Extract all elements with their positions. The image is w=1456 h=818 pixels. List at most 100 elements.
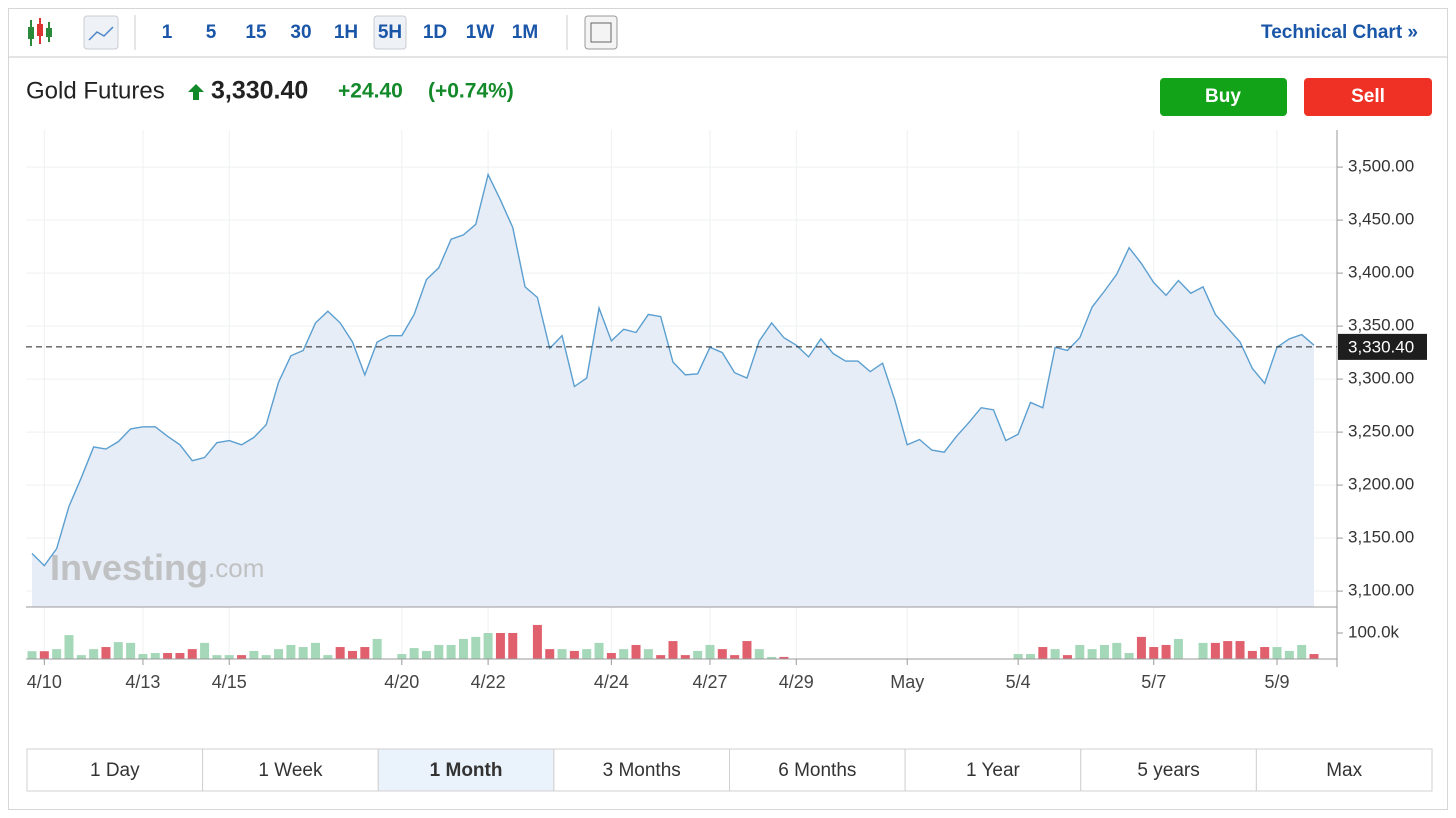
price-area xyxy=(32,174,1314,607)
range-button[interactable] xyxy=(377,748,555,792)
volume-bar xyxy=(606,653,616,659)
volume-bar xyxy=(163,653,173,659)
watermark: Investing.com xyxy=(50,547,264,588)
volume-bar xyxy=(224,655,234,659)
current-price-box xyxy=(1338,333,1427,360)
volume-bar xyxy=(1124,653,1134,659)
widget xyxy=(8,8,1448,810)
x-tick-label: 4/15 xyxy=(212,672,247,692)
up-arrow xyxy=(188,84,204,100)
range-button[interactable] xyxy=(1080,748,1257,792)
volume-bar xyxy=(1050,649,1060,659)
volume-bar xyxy=(1149,647,1159,659)
interval-selected[interactable] xyxy=(373,15,407,50)
x-tick-label: 4/22 xyxy=(471,672,506,692)
volume-bar xyxy=(1309,654,1319,659)
volume-bar xyxy=(730,655,740,659)
range-label[interactable]: 5 years xyxy=(1137,760,1199,781)
volume-bar xyxy=(1099,644,1109,659)
volume-bar xyxy=(594,642,604,659)
y-tick-label: 3,250.00 xyxy=(1348,422,1414,441)
volume-bar xyxy=(668,641,678,659)
price-change: +24.40 xyxy=(338,80,403,103)
volume-bar xyxy=(76,655,86,659)
price-change-percent: (+0.74%) xyxy=(428,80,514,103)
volume-bar xyxy=(643,649,653,659)
volume-bar xyxy=(434,644,444,659)
x-tick-label: 4/29 xyxy=(779,672,814,692)
volume-bar xyxy=(286,644,296,659)
x-tick-label: 4/10 xyxy=(27,672,62,692)
volume-bar xyxy=(483,633,493,659)
y-tick-label: 3,300.00 xyxy=(1348,369,1414,388)
volume-bar xyxy=(1025,654,1035,659)
volume-bar xyxy=(1173,638,1183,659)
interval-button[interactable]: 30 xyxy=(290,22,311,43)
volume-bar xyxy=(1247,650,1257,659)
volume-tick-label: 100.0k xyxy=(1348,622,1400,641)
y-tick-label: 3,100.00 xyxy=(1348,581,1414,600)
layout-icon[interactable] xyxy=(584,15,618,50)
current-price-label: 3,330.40 xyxy=(1348,337,1414,356)
buy-label[interactable]: Buy xyxy=(1205,86,1241,107)
interval-button[interactable]: 1W xyxy=(466,22,495,43)
volume-bar xyxy=(693,650,703,659)
volume-bar xyxy=(508,633,518,659)
volume-bar xyxy=(1112,642,1122,659)
interval-button[interactable]: 1D xyxy=(423,22,447,43)
instrument-name: Gold Futures xyxy=(26,77,165,104)
interval-button[interactable]: 15 xyxy=(245,22,267,43)
interval-button[interactable]: 1M xyxy=(512,22,538,43)
interval-button[interactable]: 1H xyxy=(334,22,358,43)
volume-bar xyxy=(705,644,715,659)
volume-bar xyxy=(52,649,62,659)
volume-bar xyxy=(187,649,197,659)
volume-bar xyxy=(200,642,210,659)
buy-button[interactable] xyxy=(1160,78,1287,116)
volume-bar xyxy=(298,647,308,659)
volume-bar xyxy=(495,633,505,659)
volume-bar xyxy=(1062,655,1072,659)
range-label[interactable]: Max xyxy=(1326,760,1362,781)
volume-bar xyxy=(545,649,555,659)
volume-bar xyxy=(126,642,136,659)
range-button[interactable] xyxy=(904,748,1082,792)
volume-bar xyxy=(212,655,222,659)
interval-button[interactable]: 1 xyxy=(162,22,173,43)
range-label[interactable]: 6 Months xyxy=(778,760,856,781)
sell-label[interactable]: Sell xyxy=(1351,86,1385,107)
volume-bar xyxy=(1235,641,1245,659)
volume-bar xyxy=(619,649,629,659)
range-label[interactable]: 1 Month xyxy=(430,760,503,781)
volume-bar xyxy=(1223,641,1233,659)
volume-bar xyxy=(409,648,419,659)
y-tick-label: 3,450.00 xyxy=(1348,210,1414,229)
sell-button[interactable] xyxy=(1304,78,1432,116)
volume-bar xyxy=(557,649,567,659)
candle-icon[interactable] xyxy=(28,18,52,46)
range-button[interactable] xyxy=(1255,748,1433,792)
range-button[interactable] xyxy=(553,748,730,792)
volume-bar xyxy=(680,655,690,659)
volume-bar xyxy=(471,636,481,659)
range-label[interactable]: 3 Months xyxy=(603,760,681,781)
area-icon-line xyxy=(88,26,114,41)
interval-button[interactable]: 5H xyxy=(378,22,402,43)
volume-bar xyxy=(1013,654,1023,659)
volume-bar xyxy=(1297,644,1307,659)
area-icon[interactable] xyxy=(83,15,119,50)
technical-chart-link[interactable]: Technical Chart » xyxy=(1261,22,1418,43)
range-button[interactable] xyxy=(202,748,379,792)
range-button[interactable] xyxy=(26,748,204,792)
volume-bar xyxy=(261,655,271,659)
volume-bar xyxy=(1087,649,1097,659)
range-label[interactable]: 1 Day xyxy=(90,760,140,781)
range-label[interactable]: 1 Week xyxy=(258,760,323,781)
y-tick-label: 3,350.00 xyxy=(1348,316,1414,335)
x-tick-label: 4/24 xyxy=(594,672,629,692)
volume-bar xyxy=(1038,647,1048,659)
interval-button[interactable]: 5 xyxy=(206,22,217,43)
volume-bar xyxy=(1136,636,1146,659)
range-button[interactable] xyxy=(729,748,906,792)
range-label[interactable]: 1 Year xyxy=(966,760,1021,781)
